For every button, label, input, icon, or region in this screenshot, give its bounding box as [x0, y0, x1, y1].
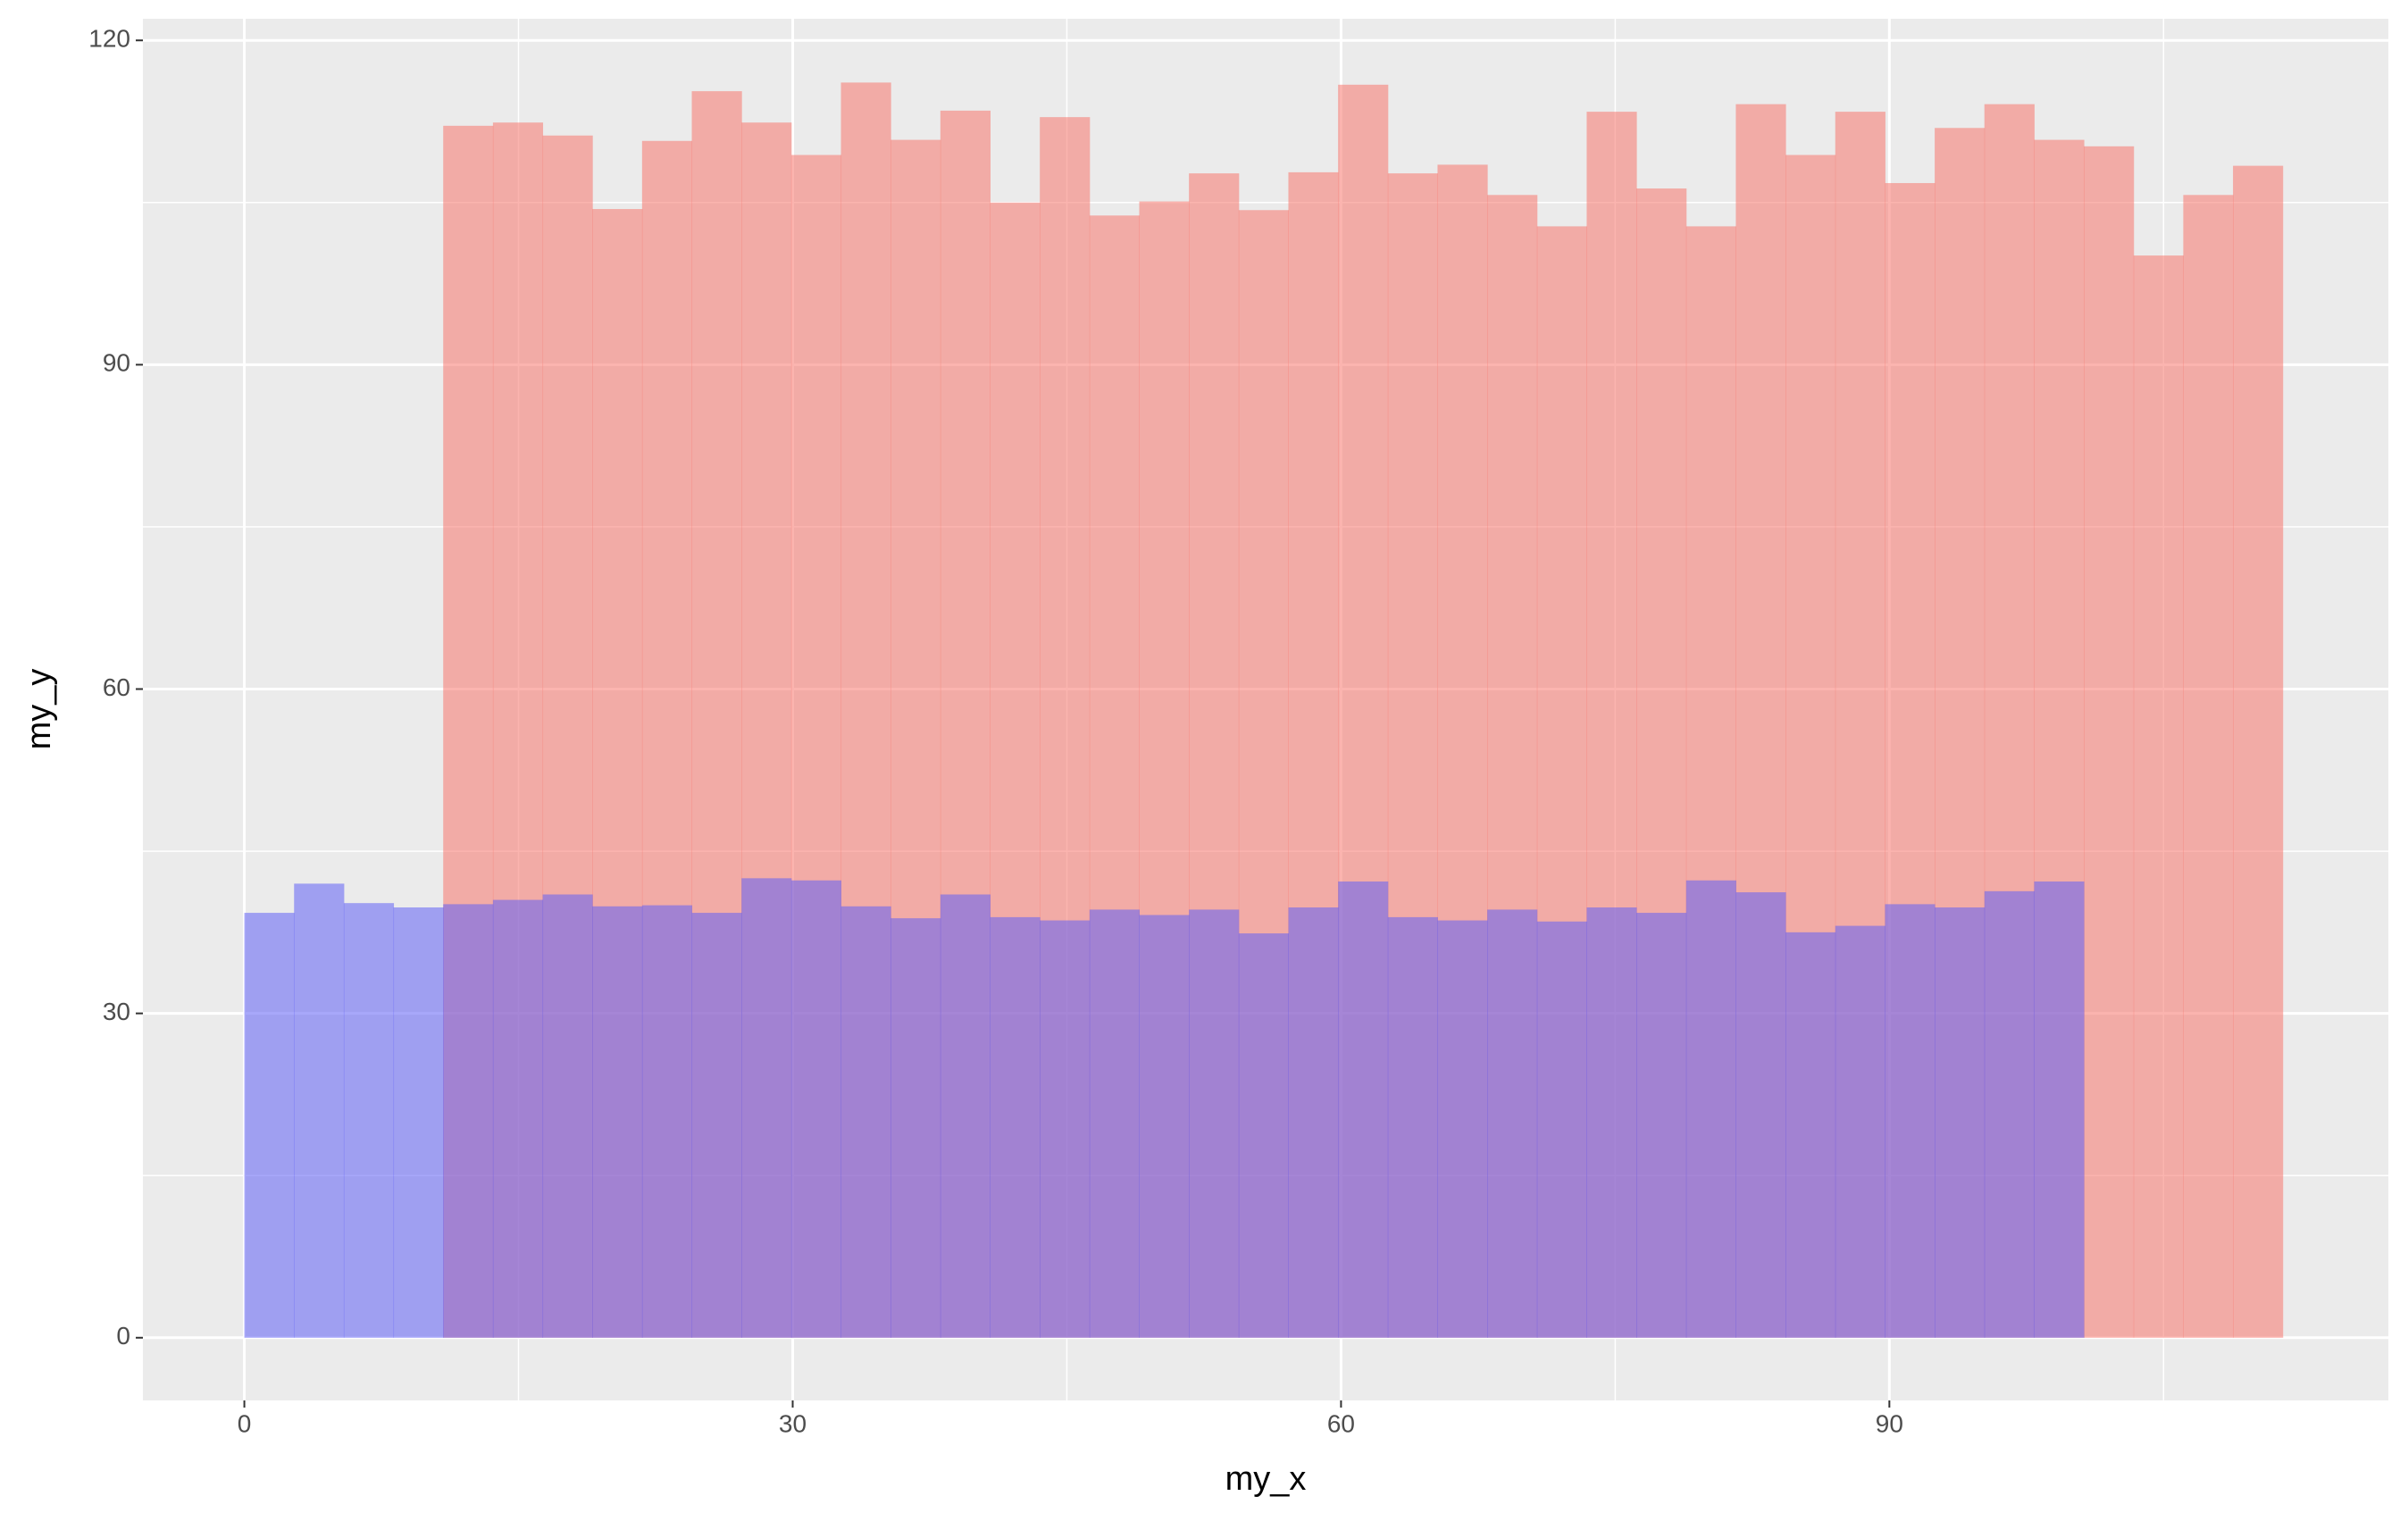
histogram-bar	[1536, 921, 1587, 1338]
histogram-bar	[1040, 920, 1091, 1338]
histogram-bar	[2034, 881, 2085, 1338]
histogram-bar	[641, 905, 693, 1338]
histogram-bar	[294, 883, 345, 1338]
histogram-bar	[1288, 907, 1339, 1338]
histogram-bar	[492, 899, 544, 1338]
histogram-bar	[790, 880, 842, 1338]
histogram-bar	[840, 906, 891, 1338]
histogram-bar	[990, 916, 1041, 1338]
histogram-bar	[1487, 909, 1538, 1338]
x-tick-label: 30	[779, 1409, 807, 1437]
y-axis-title: my_y	[21, 669, 58, 750]
histogram-bar	[443, 904, 494, 1338]
histogram-bar	[1735, 892, 1786, 1338]
histogram-bar	[1437, 920, 1488, 1338]
histogram-bar	[2084, 146, 2135, 1338]
histogram-bar	[1885, 904, 1936, 1338]
y-tick-label: 120	[88, 25, 130, 53]
histogram-bar	[244, 913, 295, 1338]
histogram-bar	[940, 894, 991, 1338]
histogram-bar	[1089, 909, 1140, 1338]
histogram-bar	[393, 907, 444, 1338]
histogram-bar	[343, 903, 395, 1338]
histogram-bar	[2183, 195, 2234, 1338]
histogram-bar	[1785, 932, 1836, 1338]
histogram-bar	[1238, 933, 1289, 1338]
histogram-bar	[1636, 913, 1687, 1338]
y-tick-label: 0	[116, 1322, 130, 1350]
histogram-bar	[741, 878, 792, 1338]
histogram-bar	[1338, 881, 1389, 1338]
histogram-bar	[2233, 165, 2284, 1338]
histogram-bar	[691, 913, 742, 1338]
y-tick-label: 30	[103, 998, 130, 1025]
histogram-bar	[542, 894, 593, 1338]
y-tick-label: 90	[103, 349, 130, 377]
y-tick-label: 60	[103, 673, 130, 701]
histogram-bar	[1685, 880, 1736, 1338]
histogram-bar	[1935, 907, 1986, 1338]
histogram-bar	[1984, 890, 2035, 1338]
histogram-bar	[1139, 915, 1190, 1338]
histogram-bar	[890, 918, 941, 1338]
x-tick-label: 60	[1327, 1409, 1355, 1437]
histogram-bar	[1835, 925, 1885, 1338]
x-axis-title: my_x	[1225, 1460, 1307, 1498]
histogram-bar	[1387, 916, 1438, 1338]
x-tick-label: 0	[238, 1409, 252, 1437]
histogram-bar	[2133, 255, 2184, 1338]
histogram-bar	[1189, 909, 1240, 1338]
histogram-bar	[592, 906, 643, 1338]
x-tick-label: 90	[1876, 1409, 1903, 1437]
histogram-bar	[1586, 907, 1637, 1338]
